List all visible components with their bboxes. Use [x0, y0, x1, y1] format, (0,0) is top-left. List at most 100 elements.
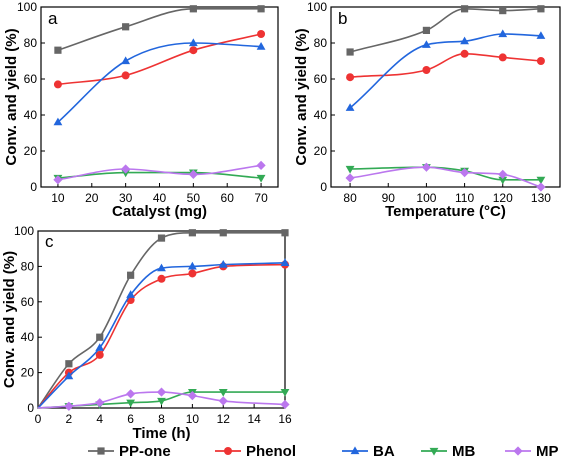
data-point: [187, 261, 197, 270]
series-pp-one: [346, 5, 545, 56]
x-tick-label: 110: [455, 191, 474, 205]
series-phenol: [53, 30, 266, 89]
legend-label: PP-one: [119, 443, 171, 460]
y-tick-label: 80: [24, 36, 38, 50]
data-point: [498, 29, 508, 38]
data-point: [460, 49, 469, 58]
legend-marker: [224, 447, 232, 455]
data-point: [256, 42, 266, 50]
y-tick-label: 20: [21, 366, 35, 380]
x-tick-label: 6: [127, 412, 134, 426]
x-axis-title: Catalyst (mg): [112, 203, 207, 220]
x-tick-label: 60: [221, 191, 235, 205]
x-axis-title: Time (h): [132, 425, 190, 442]
data-point: [256, 174, 266, 183]
series-line: [37, 231, 285, 409]
data-point: [536, 176, 546, 185]
x-tick-label: 130: [531, 191, 551, 205]
panel-a: 10 20 30 40 50 60 70 0 20 40 60 80 100 Catalyst (mg) C…: [3, 0, 279, 220]
legend-marker: [350, 446, 360, 455]
data-point: [218, 260, 228, 268]
legend-marker: [97, 447, 105, 455]
legend-label: Phenol: [246, 443, 296, 460]
y-tick-label: 0: [320, 180, 327, 194]
series-phenol: [346, 49, 545, 82]
y-tick-label: 0: [27, 401, 34, 415]
series-pp-one: [37, 229, 289, 409]
data-point: [536, 182, 546, 192]
data-point: [536, 57, 545, 65]
data-point: [157, 397, 166, 406]
y-tick-label: 40: [314, 108, 328, 122]
data-point: [421, 162, 432, 172]
series-line: [57, 171, 262, 179]
plot-frame: [37, 230, 286, 409]
series-ba: [345, 29, 546, 111]
y-axis-title: Conv. and yield (%): [1, 251, 18, 388]
data-point: [422, 26, 431, 34]
data-point: [498, 169, 508, 179]
data-point: [121, 56, 131, 65]
y-tick-label: 0: [30, 180, 37, 194]
x-tick-label: 90: [382, 191, 396, 205]
x-tick-label: 80: [343, 191, 357, 205]
series-line: [349, 166, 542, 188]
data-point: [280, 258, 290, 266]
data-point: [281, 229, 289, 237]
data-point: [64, 371, 74, 380]
data-point: [157, 234, 166, 242]
data-point: [188, 169, 198, 179]
panel-b: 80 90 100 110 120 130020406080100Temperature …: [293, 0, 561, 220]
x-tick-label: 2: [66, 412, 73, 426]
y-tick-label: 80: [314, 36, 328, 50]
legend-item-ba: BA: [342, 443, 395, 460]
data-point: [127, 271, 135, 279]
data-point: [126, 389, 136, 399]
legend-label: BA: [373, 443, 395, 460]
data-point: [422, 66, 431, 74]
data-point: [422, 40, 431, 48]
x-tick-label: 12: [217, 412, 231, 426]
series-line: [57, 33, 262, 86]
data-point: [95, 350, 104, 359]
data-point: [346, 48, 354, 56]
data-point: [345, 173, 355, 183]
data-point: [126, 290, 136, 298]
x-tick-label: 10: [186, 412, 200, 426]
x-tick-label: 20: [85, 191, 99, 205]
data-point: [122, 23, 130, 31]
panel-c: 0 2 4 6 8 10 12 14 16 0 20 40 60 80 100 Time (h) Conv. a…: [1, 224, 292, 442]
data-point: [257, 30, 266, 38]
y-tick-label: 100: [307, 0, 327, 14]
data-point: [460, 36, 469, 45]
data-point: [188, 269, 197, 278]
y-tick-label: 40: [24, 108, 38, 122]
legend-item-pp-one: PP-one: [88, 443, 171, 460]
x-tick-label: 30: [119, 191, 133, 205]
data-point: [126, 399, 136, 408]
y-axis-title: Conv. and yield (%): [293, 28, 310, 165]
x-tick-label: 70: [254, 191, 268, 205]
data-point: [219, 229, 227, 237]
series-line: [57, 8, 262, 51]
panel-letter: a: [48, 9, 58, 28]
y-tick-label: 40: [21, 330, 35, 344]
series-mp: [345, 162, 546, 192]
data-point: [188, 229, 196, 237]
data-point: [256, 160, 266, 170]
legend-item-mp: MP: [505, 443, 559, 460]
data-point: [280, 399, 290, 410]
x-tick-label: 10: [51, 191, 65, 205]
data-point: [95, 398, 105, 408]
x-tick-label: 120: [493, 191, 513, 205]
data-point: [499, 7, 507, 15]
y-tick-label: 20: [24, 144, 38, 158]
x-tick-label: 8: [158, 412, 165, 426]
legend-marker: [429, 447, 439, 456]
data-point: [53, 80, 62, 89]
x-tick-label: 0: [35, 412, 42, 426]
panel-letter: b: [338, 9, 347, 28]
data-point: [121, 164, 131, 174]
data-point: [65, 360, 73, 368]
series-line: [57, 42, 262, 123]
